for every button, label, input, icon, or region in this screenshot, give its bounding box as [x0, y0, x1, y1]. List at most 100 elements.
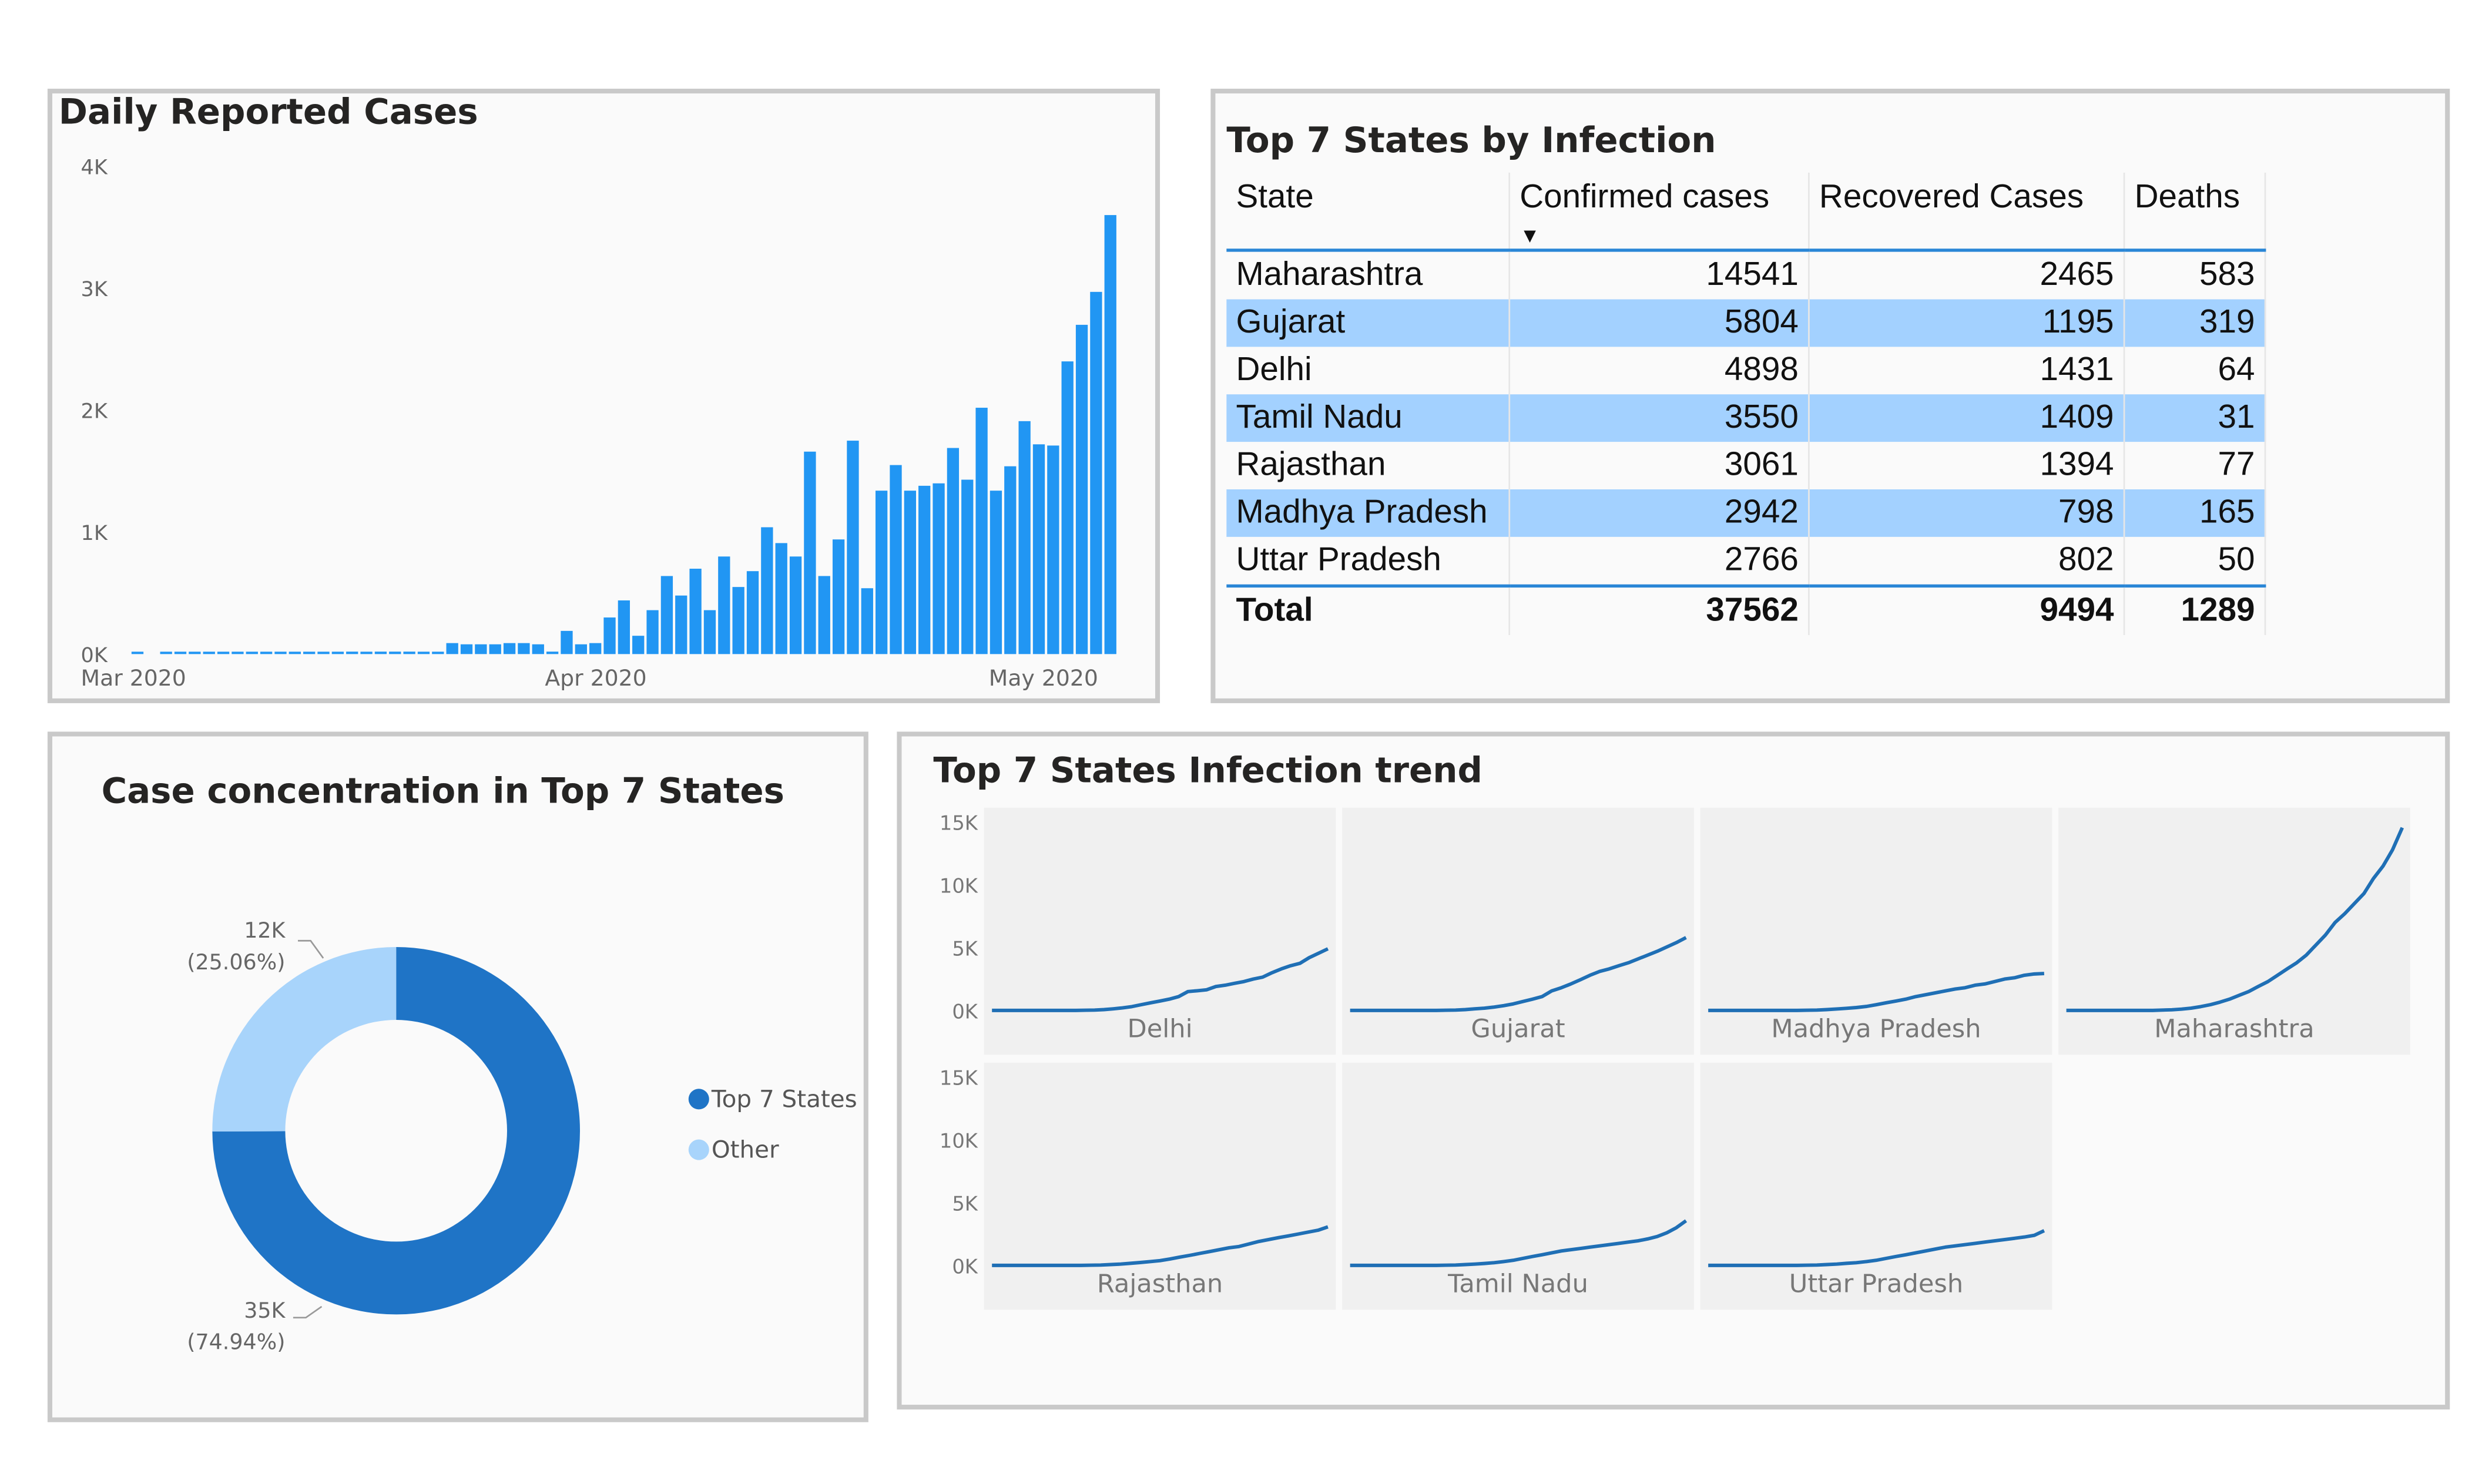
legend-label: Top 7 States [711, 1085, 857, 1113]
bar [374, 652, 387, 654]
table-row[interactable]: Madhya Pradesh 2942 798 165 [1226, 489, 2266, 537]
table-cell: 3550 [1509, 394, 1810, 442]
trend-title: Top 7 States Infection trend [933, 752, 1482, 792]
table-row[interactable]: Rajasthan 3061 1394 77 [1226, 442, 2266, 489]
y-axis-tick-label: 4K [81, 156, 108, 180]
table-cell: 583 [2124, 250, 2266, 300]
bar [675, 595, 687, 654]
bar [718, 556, 730, 654]
small-multiple-label: Maharashtra [2154, 1015, 2314, 1044]
table-total-cell: 9494 [1809, 584, 2125, 635]
trend-line [1708, 972, 2045, 1012]
table-cell: 1195 [1809, 299, 2125, 347]
y-axis-tick-label: 5K [952, 937, 978, 960]
bar [189, 652, 201, 654]
table-cell: Tamil Nadu [1226, 394, 1511, 442]
table-cell: Delhi [1226, 347, 1511, 395]
bar [346, 652, 358, 654]
y-axis-tick-label: 2K [81, 399, 108, 424]
small-multiple-label: Madhya Pradesh [1771, 1015, 1981, 1044]
bar [446, 643, 458, 654]
table-cell: 5804 [1509, 299, 1810, 347]
bar [174, 652, 187, 654]
bar [975, 408, 988, 654]
daily-cases-title: Daily Reported Cases [58, 93, 478, 133]
table-body: Maharashtra 14541 2465 583 Gujarat 5804 1195 31… [1226, 250, 2266, 635]
bar [861, 588, 873, 654]
table-cell: 798 [1809, 489, 2125, 537]
donut-title: Case concentration in Top 7 States [101, 773, 784, 812]
bar [274, 652, 287, 654]
bar [947, 448, 960, 654]
table-row[interactable]: Delhi 4898 1431 64 [1226, 347, 2266, 395]
bar [217, 652, 230, 654]
y-axis-tick-label: 15K [940, 1066, 978, 1089]
bar [260, 652, 273, 654]
bar [232, 652, 244, 654]
table-cell: 2942 [1509, 489, 1810, 537]
bar [131, 652, 144, 654]
small-multiple-label: Delhi [1128, 1015, 1193, 1044]
table-cell: 14541 [1509, 250, 1810, 300]
bar [160, 652, 172, 654]
bar [503, 643, 516, 654]
bar [775, 543, 787, 654]
bar [618, 600, 630, 654]
small-multiple-background [984, 1062, 1336, 1310]
column-header-recovered[interactable]: Recovered Cases [1809, 172, 2125, 252]
trend-line [1350, 936, 1687, 1012]
table-cell: Gujarat [1226, 299, 1511, 347]
small-multiple-background [1700, 807, 2052, 1055]
bar [890, 465, 902, 654]
bar [403, 652, 415, 654]
table-cell: 4898 [1509, 347, 1810, 395]
table-cell: Uttar Pradesh [1226, 536, 1511, 586]
bar [575, 644, 587, 654]
y-axis-tick-label: 5K [952, 1192, 978, 1215]
bar [918, 485, 931, 654]
legend-marker [688, 1139, 709, 1160]
infection-trend-small-multiples: 0K 5K 10K 15K 0K 5K 10K 15K Delhi Gujarat Madhya P… [940, 807, 2410, 1310]
trend-line [992, 1225, 1329, 1267]
bar [1047, 445, 1059, 654]
sort-descending-icon[interactable]: ▼ [1520, 223, 1540, 247]
bar [246, 652, 258, 654]
bar [317, 652, 330, 654]
bar [1032, 444, 1045, 654]
bar [603, 617, 616, 654]
leader-line [297, 939, 324, 959]
legend-label: Other [712, 1136, 779, 1164]
bar [546, 652, 559, 654]
bar [732, 587, 744, 654]
column-header-deaths[interactable]: Deaths [2124, 172, 2266, 252]
bar [561, 630, 573, 654]
bar [360, 652, 373, 654]
bar [1018, 421, 1031, 654]
table-row[interactable]: Uttar Pradesh 2766 802 50 [1226, 536, 2266, 586]
bar [832, 539, 845, 654]
bar [1090, 291, 1102, 654]
table-row[interactable]: Gujarat 5804 1195 319 [1226, 299, 2266, 347]
table-cell: Maharashtra [1226, 250, 1511, 300]
column-header-confirmed[interactable]: Confirmed cases ▼ [1509, 172, 1810, 252]
table-row[interactable]: Maharashtra 14541 2465 583 [1226, 250, 2266, 300]
donut-slice [212, 947, 397, 1132]
bar [532, 644, 544, 654]
data-label-percent: (74.94%) [187, 1329, 285, 1355]
bar [203, 652, 215, 654]
table-cell: 3061 [1509, 442, 1810, 489]
table-cell: Rajasthan [1226, 442, 1511, 489]
column-header-state[interactable]: State [1226, 172, 1511, 252]
small-multiple-label: Rajasthan [1097, 1270, 1223, 1299]
daily-cases-bar-chart: 0K 1K 2K 3K 4K Mar 2020 Apr 2020 May 2020 [81, 156, 1116, 691]
y-axis-tick-label: 0K [952, 1255, 978, 1278]
bar [990, 491, 1002, 654]
bar [331, 652, 344, 654]
small-multiple-label: Uttar Pradesh [1789, 1270, 1963, 1299]
data-label-value: 35K [244, 1298, 286, 1323]
table-row[interactable]: Tamil Nadu 3550 1409 31 [1226, 394, 2266, 442]
y-axis-tick-label: 15K [940, 811, 978, 834]
table-cell: 802 [1809, 536, 2125, 586]
small-multiple-background [1342, 1062, 1694, 1310]
y-axis-tick-label: 0K [952, 1000, 978, 1023]
